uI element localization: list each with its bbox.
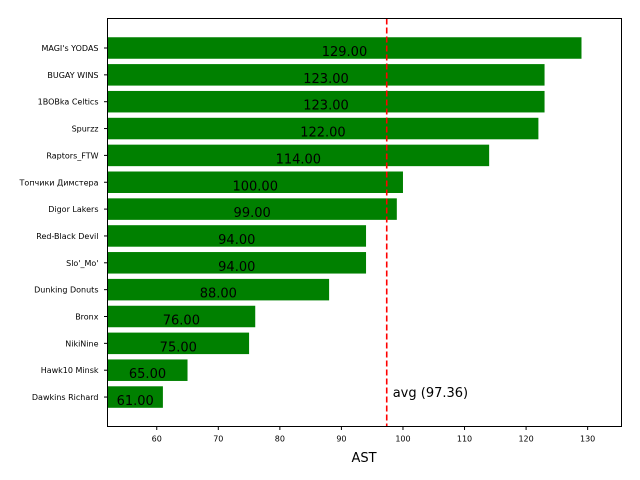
y-tick-label: Red-Black Devil bbox=[36, 232, 98, 241]
bar-value-label: 100.00 bbox=[232, 179, 278, 194]
average-group: avg (97.36) bbox=[385, 18, 468, 427]
y-tick-label: Hawk10 Minsk bbox=[41, 366, 99, 375]
y-tick-label: Топчики Димстера bbox=[19, 178, 99, 187]
x-tick-label: 60 bbox=[152, 435, 162, 444]
bar bbox=[107, 198, 397, 220]
y-tick-label: Raptors_FTW bbox=[46, 151, 98, 160]
x-tick-label: 100 bbox=[395, 435, 410, 444]
bar-value-label: 123.00 bbox=[303, 72, 349, 87]
bar bbox=[107, 144, 490, 167]
y-tick-label: Bronx bbox=[75, 313, 99, 322]
bar bbox=[107, 278, 330, 301]
y-tick-label: BUGAY WINS bbox=[47, 71, 98, 80]
bar bbox=[107, 171, 403, 193]
bar-labels-group: 129.00 123.00 123.00 122.00 114.00 100.00 99.0… bbox=[117, 45, 368, 409]
bar-value-label: 61.00 bbox=[117, 394, 154, 409]
bar bbox=[107, 64, 545, 86]
bar-value-label: 94.00 bbox=[218, 260, 255, 275]
y-tick-label: 1BOBka Celtics bbox=[38, 98, 99, 107]
bar bbox=[107, 252, 367, 274]
bar-value-label: 65.00 bbox=[129, 367, 166, 382]
bar-value-label: 129.00 bbox=[322, 45, 368, 60]
bar bbox=[107, 386, 163, 408]
bars-group bbox=[107, 37, 582, 408]
x-tick-label: 90 bbox=[336, 435, 346, 444]
bar-value-label: 75.00 bbox=[160, 340, 197, 355]
average-label: avg (97.36) bbox=[393, 386, 468, 401]
bar bbox=[107, 359, 188, 381]
x-tick-label: 110 bbox=[457, 435, 472, 444]
bar bbox=[107, 117, 539, 140]
y-tick-label: Dawkins Richard bbox=[32, 393, 99, 402]
bar-value-label: 88.00 bbox=[200, 287, 237, 302]
x-axis-label: AST bbox=[351, 451, 376, 466]
y-tick-label: MAGI's YODAS bbox=[41, 44, 98, 53]
y-tick-label: NikiNine bbox=[65, 339, 98, 348]
bar-value-label: 114.00 bbox=[276, 152, 322, 167]
bar bbox=[107, 225, 367, 247]
bar bbox=[107, 305, 256, 328]
bar bbox=[107, 90, 545, 113]
bar-value-label: 94.00 bbox=[218, 233, 255, 248]
bar-value-label: 76.00 bbox=[163, 314, 200, 329]
y-axis: MAGI's YODAS BUGAY WINS 1BOBka Celtics Spur… bbox=[19, 44, 108, 402]
x-tick-label: 130 bbox=[580, 435, 595, 444]
plot-frame bbox=[107, 18, 622, 427]
bar-value-label: 99.00 bbox=[234, 206, 271, 221]
bar bbox=[107, 332, 250, 355]
y-tick-label: Spurzz bbox=[72, 125, 99, 134]
bar-value-label: 122.00 bbox=[300, 126, 346, 141]
x-tick-label: 70 bbox=[213, 435, 223, 444]
y-tick-label: Dunking Donuts bbox=[34, 286, 98, 295]
bar-value-label: 123.00 bbox=[303, 99, 349, 114]
x-tick-label: 80 bbox=[275, 435, 285, 444]
y-tick-label: Digor Lakers bbox=[48, 205, 98, 214]
y-tick-label: Slo'_Mo' bbox=[66, 259, 98, 268]
x-axis: 60 70 80 90 100 110 120 130 bbox=[152, 426, 595, 444]
x-tick-label: 120 bbox=[518, 435, 533, 444]
bar bbox=[107, 37, 582, 59]
